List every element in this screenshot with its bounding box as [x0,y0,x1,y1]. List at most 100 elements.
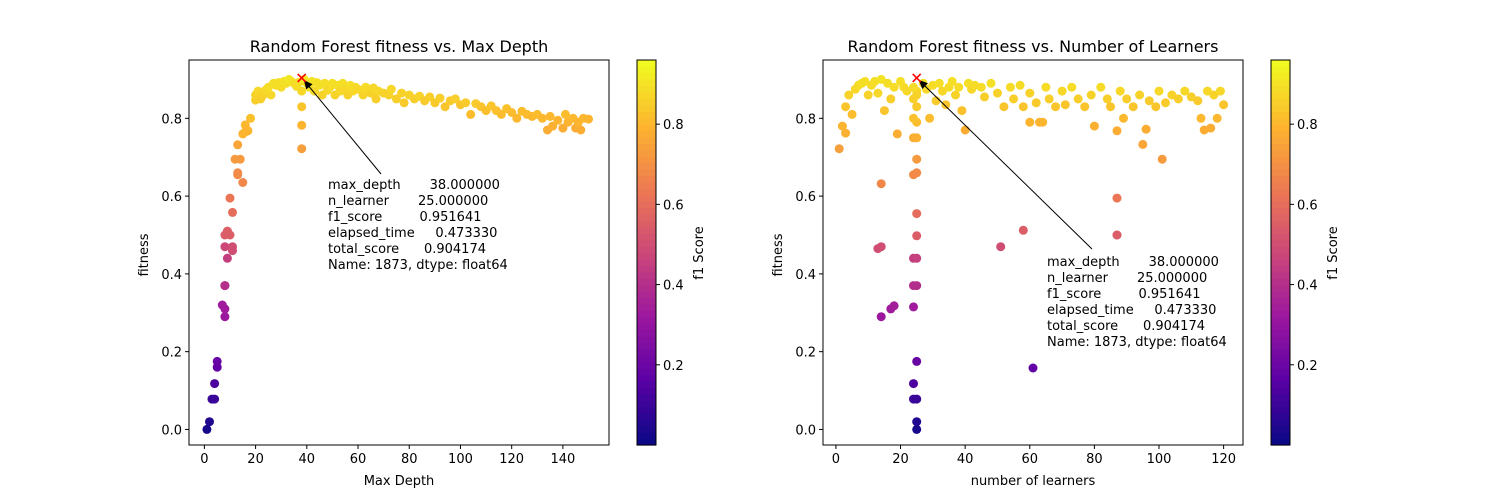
annotation-arrow [918,79,1093,250]
annotation-line-1: max_depth 38.000000 [328,178,500,193]
colorbar: 0.2 0.4 0.6 0.8 [636,59,684,446]
scatter-point [892,129,902,139]
scatter-point [205,417,214,427]
best-point-marker [912,73,922,83]
plot-frame [188,59,610,446]
colorbar-band [1271,265,1290,273]
colorbar-band [1271,85,1290,93]
scatter-point [1015,80,1025,90]
y-tick-label: 0.8 [161,112,182,127]
annotation-arrow [303,79,382,175]
colorbar-band [637,342,656,350]
scatter-point [951,90,960,100]
y-tick-label: 0.4 [161,268,182,283]
colorbar-band [637,419,656,427]
scatter-point [220,304,230,314]
colorbar-band [1271,380,1290,388]
scatter-point [1186,92,1196,102]
colorbar-band [637,104,656,112]
scatter-point [947,76,957,86]
scatter-point [1193,96,1203,106]
colorbar-band [637,162,656,170]
colorbar-band [637,117,656,125]
annotation-line-6: Name: 1873, dtype: float64 [328,258,508,273]
scatter-point [980,92,989,102]
colorbar-band [637,246,656,254]
scatter-point [957,106,967,116]
colorbar-band [1271,303,1290,311]
scatter-point [925,113,935,123]
colorbar-band [637,348,656,356]
scatter-point [210,379,220,389]
axis-ticks: 0 20 40 60 80 100 120 140 0.0 0.2 0.4 0.6 0.8 [161,112,575,467]
annotation-line-3: f1_score 0.951641 [1047,287,1201,302]
best-marker-stroke [297,73,307,83]
scatter-point [235,154,245,164]
colorbar-band [1271,342,1290,350]
scatter-point [876,312,886,322]
scatter-point [228,207,237,217]
scatter-point [889,301,899,311]
colorbar-band [1271,393,1290,401]
scatter-point [1112,230,1122,240]
scatter-point [912,133,922,143]
x-tick-label: 60 [350,452,367,467]
scatter-point [986,78,996,88]
scatter-point [1115,86,1125,96]
scatter-point [310,86,319,96]
scatter-point [1119,113,1128,123]
colorbar-band [637,284,656,292]
scatter-point [1028,363,1038,373]
scatter-point [1157,154,1167,164]
best-marker-stroke [912,73,922,83]
colorbar-band [1271,323,1290,331]
scatter-point [909,379,918,389]
scatter-point [1080,102,1090,112]
scatter-point [210,394,220,404]
colorbar-band [637,335,656,343]
y-tick-label: 0.0 [161,423,182,438]
colorbar-tick-label: 0.2 [663,359,684,374]
colorbar-band [637,92,656,100]
scatter-point [1138,139,1148,149]
colorbar-band [637,98,656,106]
annotation-line-2: n_learner 25.000000 [328,194,488,209]
colorbar-band [1271,329,1290,337]
scatter-point [297,144,307,154]
chart-number-of-learners: Random Forest fitness vs. Number of Lear… [771,37,1341,489]
colorbar-band [1271,214,1290,222]
scatter-point [243,126,253,136]
colorbar-frame [1270,59,1291,446]
scatter-point [902,86,912,96]
y-tick-label: 0.2 [161,346,182,361]
colorbar-band [1271,387,1290,395]
colorbar-band [637,329,656,337]
colorbar-band [637,60,656,68]
x-tick-label: 20 [892,452,909,467]
scatter-point [246,113,255,123]
scatter-point [1144,96,1154,106]
scatter-point [1067,82,1077,92]
scatter-point [912,90,922,100]
colorbar-band [1271,66,1290,74]
scatter-point [1096,82,1106,92]
scatter-point [220,312,230,322]
colorbar-band [637,316,656,324]
scatter-point [1102,94,1112,104]
colorbar-band [1271,246,1290,254]
scatter-point [938,86,947,96]
scatter-point [1025,117,1035,127]
colorbar-band [637,297,656,305]
colorbar-band [637,194,656,202]
colorbar-band [637,207,656,215]
colorbar-band [1271,207,1290,215]
scatter-point [1215,86,1225,96]
x-tick-label: 120 [499,452,524,467]
colorbar-band [1271,162,1290,170]
colorbar-tick-label: 0.6 [1297,198,1318,213]
colorbar-band [1271,79,1290,87]
colorbar-band [1271,124,1290,132]
scatter-point [222,253,232,263]
scatter-point [1212,113,1222,123]
chart-title: Random Forest fitness vs. Number of Lear… [848,37,1219,56]
